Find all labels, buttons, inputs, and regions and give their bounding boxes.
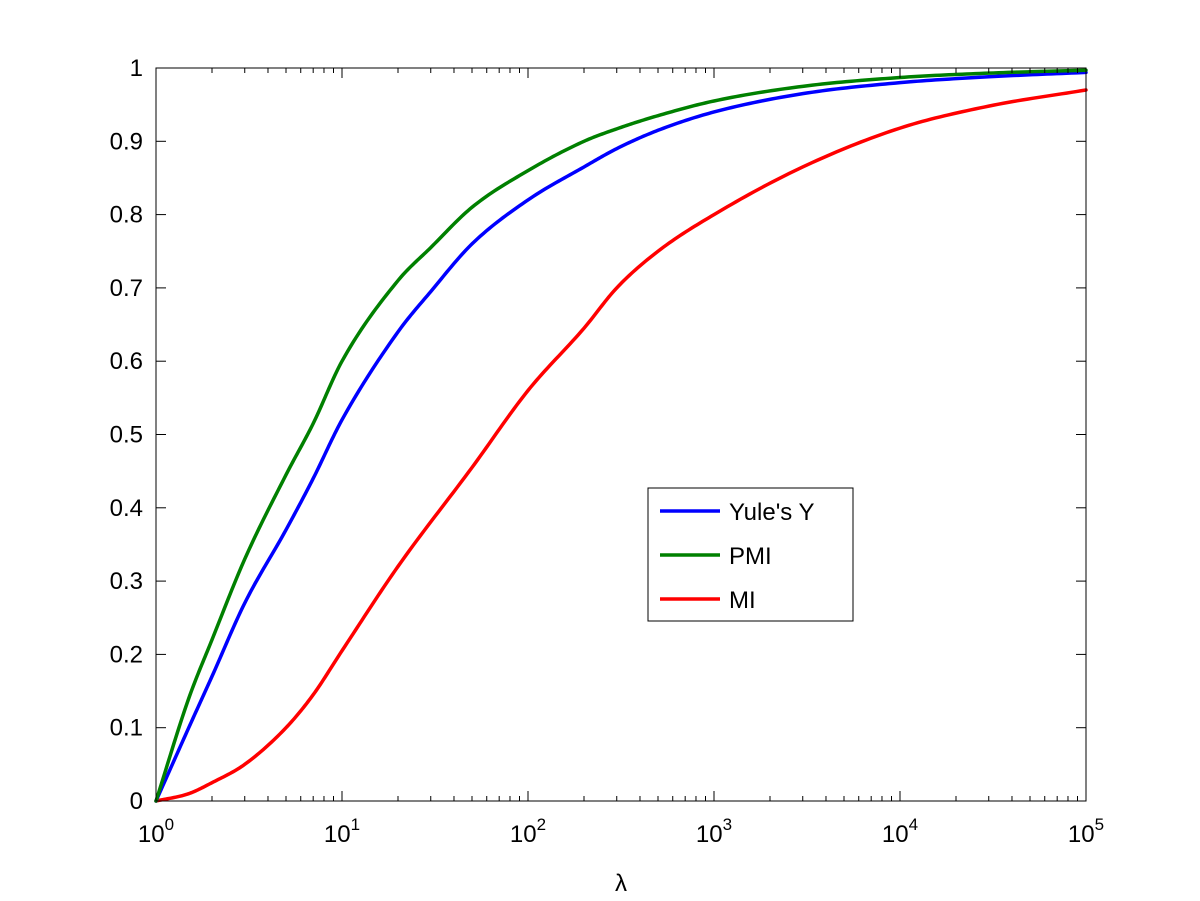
y-tick-label: 0 — [130, 788, 143, 815]
y-tick-label: 0.4 — [110, 495, 143, 522]
x-tick-label: 101 — [324, 815, 360, 848]
y-tick-label: 0.7 — [110, 275, 143, 302]
x-tick-label: 102 — [510, 815, 546, 848]
series-line-mi — [154, 88, 1088, 803]
y-tick-label: 0.8 — [110, 202, 143, 229]
legend-label: Yule's Y — [729, 499, 815, 526]
y-tick-label: 0.6 — [110, 348, 143, 375]
x-tick-label: 103 — [696, 815, 732, 848]
series-line-pmi — [154, 68, 1088, 803]
y-tick-label: 0.2 — [110, 641, 143, 668]
y-tick-label: 1 — [130, 55, 143, 82]
legend-label: PMI — [729, 543, 772, 570]
legend-label: MI — [729, 587, 756, 614]
series-lines — [154, 68, 1088, 803]
x-tick-labels: 100 101 102 103 104 105 — [138, 815, 1104, 848]
x-tick-label: 104 — [882, 815, 918, 848]
x-axis-label: λ — [615, 870, 627, 897]
x-tick-label: 100 — [138, 815, 174, 848]
y-tick-label: 0.5 — [110, 422, 143, 449]
legend: Yule's Y PMI MI — [647, 487, 854, 622]
plot-area — [156, 68, 1086, 801]
axes-box — [155, 67, 1087, 802]
y-tick-label: 0.1 — [110, 715, 143, 742]
y-tick-labels: 0 0.1 0.2 0.3 0.4 0.5 0.6 0.7 0.8 0.9 1 — [110, 55, 143, 815]
x-tick-label: 105 — [1068, 815, 1104, 848]
series-line-yule-s-y — [154, 70, 1088, 803]
y-tick-label: 0.3 — [110, 568, 143, 595]
y-tick-label: 0.9 — [110, 128, 143, 155]
